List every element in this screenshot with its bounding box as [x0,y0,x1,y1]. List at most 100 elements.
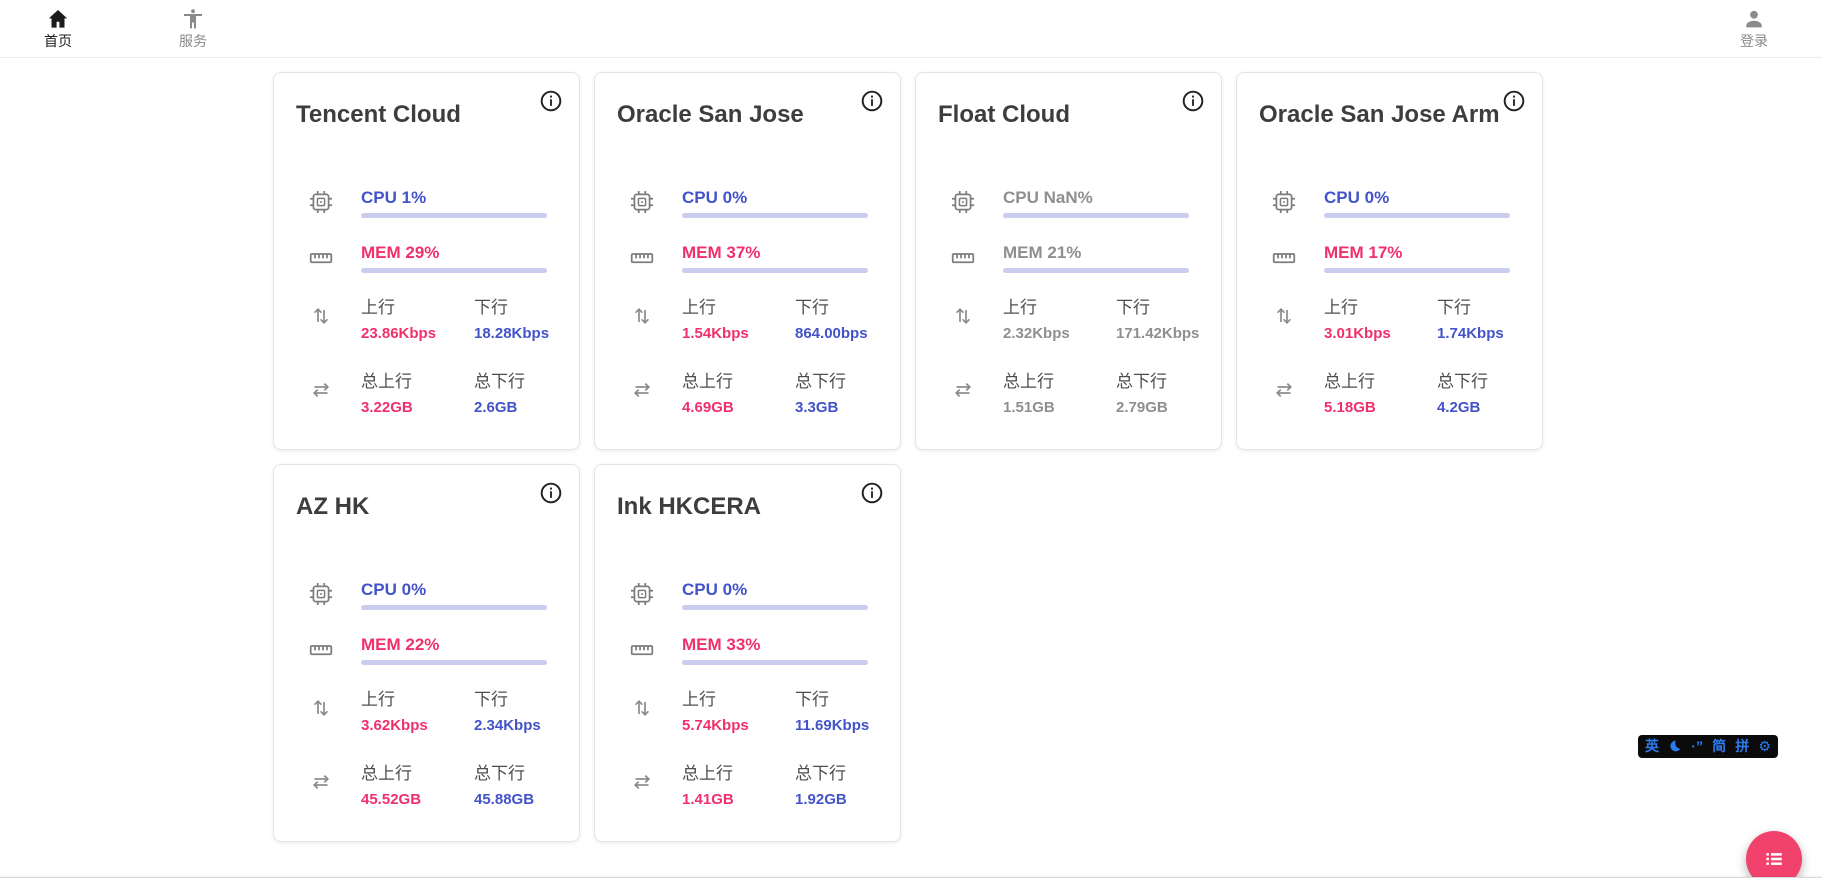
total-download: 总下行 3.3GB [795,367,907,416]
moon-icon[interactable] [1668,735,1682,758]
download-label: 下行 [474,690,508,709]
mem-usage-text: MEM 29% [361,243,440,262]
total-upload-label: 总上行 [361,372,412,391]
nav-login-label: 登录 [1740,33,1768,49]
total-upload-label: 总上行 [361,764,412,783]
ime-simplified-toggle[interactable]: 简 [1712,738,1727,754]
info-icon[interactable] [1501,88,1527,114]
cpu-chip-icon [1271,189,1297,215]
server-grid: Tencent Cloud CPU 1% MEM 29% [273,72,1543,842]
download-label: 下行 [474,298,508,317]
total-upload-value: 1.41GB [682,791,734,808]
home-icon [48,10,68,28]
accessibility-icon [184,9,202,29]
total-download-value: 3.3GB [795,399,839,416]
server-card: Ink HKCERA CPU 0% MEM 33% [594,464,901,842]
upload-value: 2.32Kbps [1003,325,1070,342]
cpu-chip-icon [308,581,334,607]
upload-speed: 上行 2.32Kbps [1003,293,1115,342]
memory-ruler-icon [629,245,655,271]
download-value: 864.00bps [795,325,868,342]
upload-value: 3.01Kbps [1324,325,1391,342]
total-download-value: 2.79GB [1116,399,1168,416]
upload-label: 上行 [1324,298,1358,317]
info-icon[interactable] [538,88,564,114]
updown-arrows-icon [308,304,334,328]
download-speed: 下行 2.34Kbps [474,685,586,734]
mem-progress-bar [682,660,868,665]
list-icon [1766,853,1782,865]
ime-punctuation-toggle[interactable]: ·” [1691,738,1703,754]
mem-progress-bar [1324,268,1510,273]
info-icon[interactable] [859,480,885,506]
total-upload-label: 总上行 [1003,372,1054,391]
server-name: AZ HK [296,493,370,520]
updown-arrows-icon [629,304,655,328]
total-download: 总下行 2.79GB [1116,367,1228,416]
download-label: 下行 [1437,298,1471,317]
memory-ruler-icon [950,245,976,271]
download-label: 下行 [1116,298,1150,317]
upload-value: 23.86Kbps [361,325,437,342]
cpu-chip-icon [308,189,334,215]
download-speed: 下行 171.42Kbps [1116,293,1228,342]
ime-lang-toggle[interactable]: 英 [1645,738,1659,754]
cpu-usage-text: CPU 0% [682,580,748,599]
leftright-arrows-icon [629,378,655,402]
total-upload-value: 45.52GB [361,791,422,808]
cpu-progress-bar [361,605,547,610]
upload-value: 3.62Kbps [361,717,428,734]
footer-divider [0,877,1822,892]
cpu-chip-icon [629,189,655,215]
upload-value: 5.74Kbps [682,717,749,734]
download-label: 下行 [795,690,829,709]
gear-icon[interactable]: ⚙ [1758,738,1771,754]
total-download: 总下行 4.2GB [1437,367,1549,416]
nav-home-label: 首页 [44,33,72,49]
info-icon[interactable] [1180,88,1206,114]
nav-item-login[interactable]: 登录 [1740,7,1768,49]
mem-usage-text: MEM 37% [682,243,761,262]
server-card: AZ HK CPU 0% MEM 22% [273,464,580,842]
nav-item-services[interactable]: 服务 [179,7,207,49]
total-upload: 总上行 45.52GB [361,759,473,808]
mem-progress-bar [361,268,547,273]
download-value: 11.69Kbps [795,717,870,734]
total-download: 总下行 1.92GB [795,759,907,808]
total-download-value: 2.6GB [474,399,518,416]
total-download-label: 总下行 [474,764,525,783]
download-speed: 下行 1.74Kbps [1437,293,1549,342]
server-name: Ink HKCERA [617,493,762,520]
upload-value: 1.54Kbps [682,325,749,342]
leftright-arrows-icon [1271,378,1297,402]
info-icon[interactable] [538,480,564,506]
info-icon[interactable] [859,88,885,114]
server-card: Oracle San Jose CPU 0% MEM 37% [594,72,901,450]
leftright-arrows-icon [950,378,976,402]
leftright-arrows-icon [308,378,334,402]
cpu-usage-text: CPU 1% [361,188,427,207]
total-upload: 总上行 5.18GB [1324,367,1436,416]
cpu-progress-bar [1324,213,1510,218]
server-name: Oracle San Jose Arm [1259,101,1500,128]
download-value: 171.42Kbps [1116,325,1200,342]
total-upload-value: 4.69GB [682,399,734,416]
cpu-progress-bar [682,605,868,610]
mem-usage-text: MEM 21% [1003,243,1082,262]
memory-ruler-icon [308,637,334,663]
ime-pinyin-indicator[interactable]: 拼 [1735,738,1750,754]
total-upload-value: 5.18GB [1324,399,1376,416]
upload-label: 上行 [1003,298,1037,317]
total-download-label: 总下行 [795,372,846,391]
cpu-progress-bar [361,213,547,218]
mem-progress-bar [1003,268,1189,273]
upload-speed: 上行 3.62Kbps [361,685,473,734]
nav-services-label: 服务 [179,33,207,49]
cpu-usage-text: CPU 0% [361,580,427,599]
mem-usage-text: MEM 33% [682,635,761,654]
upload-speed: 上行 5.74Kbps [682,685,794,734]
upload-speed: 上行 3.01Kbps [1324,293,1436,342]
nav-item-home[interactable]: 首页 [44,7,72,49]
total-upload: 总上行 3.22GB [361,367,473,416]
top-nav: 首页 服务 登录 [0,0,1822,58]
